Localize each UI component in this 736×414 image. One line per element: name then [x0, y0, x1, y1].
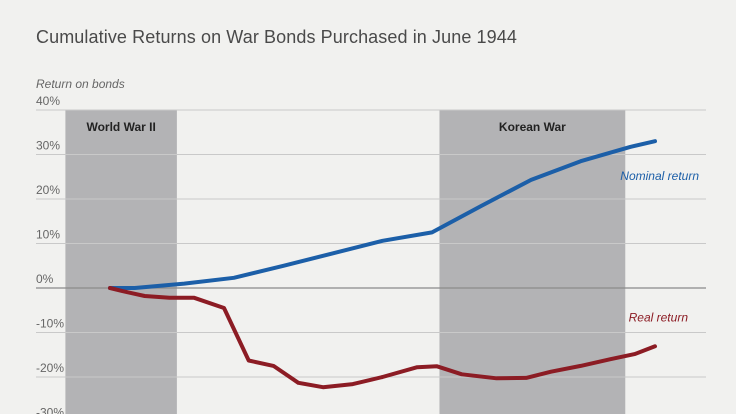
shaded-band-0: [65, 110, 177, 414]
y-tick-label-6: -20%: [36, 361, 64, 375]
chart-title: Cumulative Returns on War Bonds Purchase…: [36, 27, 517, 47]
y-tick-label-2: 20%: [36, 183, 60, 197]
series-label-real: Real return: [629, 310, 689, 324]
y-axis-label: Return on bonds: [36, 77, 125, 91]
y-tick-label-7: -30%: [36, 406, 64, 414]
y-tick-label-3: 10%: [36, 228, 60, 242]
series-line-nominal: [108, 139, 657, 290]
y-tick-label-5: -10%: [36, 317, 64, 331]
y-tick-label-0: 40%: [36, 94, 60, 108]
shaded-band-label-1: Korean War: [499, 120, 566, 134]
y-tick-label-1: 30%: [36, 139, 60, 153]
series-label-nominal: Nominal return: [620, 169, 699, 183]
shaded-band-label-0: World War II: [86, 120, 155, 134]
series-line-real: [108, 286, 657, 390]
y-tick-label-4: 0%: [36, 272, 54, 286]
